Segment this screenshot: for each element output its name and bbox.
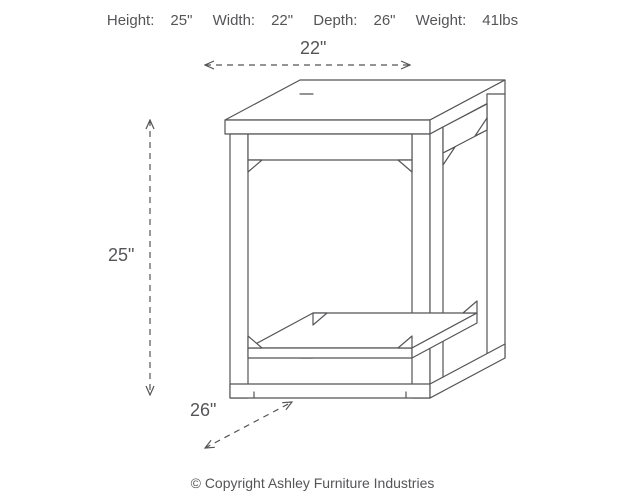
end-table-drawing: [225, 80, 505, 398]
spec-width-value: 22": [271, 12, 293, 29]
spec-row: Height: 25" Width: 22" Depth: 26" Weight: 41…: [0, 12, 625, 29]
height-dimension-label: 25": [108, 245, 134, 266]
spec-depth-value: 26": [373, 12, 395, 29]
spec-weight-value: 41lbs: [482, 12, 518, 29]
furniture-diagram: [0, 0, 625, 500]
depth-arrow: [205, 402, 292, 448]
spec-depth-label: Depth:: [313, 12, 357, 29]
spec-height-value: 25": [170, 12, 192, 29]
copyright-text: © Copyright Ashley Furniture Industries: [0, 475, 625, 491]
spec-width-label: Width:: [213, 12, 256, 29]
depth-dimension-label: 26": [190, 400, 216, 421]
spec-weight-label: Weight:: [416, 12, 467, 29]
spec-height-label: Height:: [107, 12, 155, 29]
width-dimension-label: 22": [300, 38, 326, 59]
